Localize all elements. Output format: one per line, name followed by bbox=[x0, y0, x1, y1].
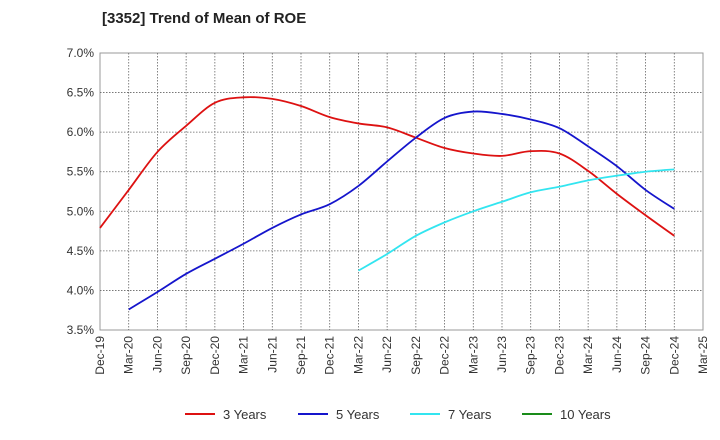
x-tick-label: Dec-22 bbox=[438, 336, 452, 375]
y-tick-label: 5.0% bbox=[67, 204, 95, 218]
series-line-3-years bbox=[99, 96, 675, 237]
x-tick-label: Jun-22 bbox=[380, 336, 394, 373]
legend-label-3-years: 3 Years bbox=[223, 407, 267, 422]
x-tick-label: Jun-24 bbox=[610, 336, 624, 373]
y-tick-label: 3.5% bbox=[67, 323, 95, 337]
legend-label-10-years: 10 Years bbox=[560, 407, 611, 422]
series-line-5-years bbox=[128, 110, 675, 311]
x-tick-label: Dec-20 bbox=[208, 336, 222, 375]
x-tick-label: Mar-22 bbox=[351, 336, 365, 374]
x-tick-label: Dec-24 bbox=[667, 336, 681, 375]
x-tick-label: Jun-20 bbox=[150, 336, 164, 373]
x-tick-label: Dec-19 bbox=[93, 336, 107, 375]
x-tick-label: Sep-20 bbox=[179, 336, 193, 375]
x-tick-label: Sep-21 bbox=[294, 336, 308, 375]
y-tick-label: 4.5% bbox=[67, 244, 95, 258]
series-line-7-years bbox=[357, 168, 675, 272]
x-tick-label: Mar-21 bbox=[237, 336, 251, 374]
x-tick-label: Dec-21 bbox=[323, 336, 337, 375]
x-tick-label: Jun-23 bbox=[495, 336, 509, 373]
x-tick-label: Mar-20 bbox=[122, 336, 136, 374]
x-tick-label: Mar-23 bbox=[466, 336, 480, 374]
y-tick-label: 6.5% bbox=[67, 86, 95, 100]
y-tick-label: 6.0% bbox=[67, 125, 95, 139]
x-tick-label: Sep-23 bbox=[524, 336, 538, 375]
x-tick-label: Jun-21 bbox=[265, 336, 279, 373]
x-tick-label: Sep-24 bbox=[639, 336, 653, 375]
x-tick-label: Mar-24 bbox=[581, 336, 595, 374]
y-tick-label: 7.0% bbox=[67, 46, 95, 60]
x-tick-label: Dec-23 bbox=[552, 336, 566, 375]
y-tick-label: 4.0% bbox=[67, 283, 95, 297]
x-tick-label: Mar-25 bbox=[696, 336, 710, 374]
legend-label-5-years: 5 Years bbox=[336, 407, 380, 422]
chart-title: [3352] Trend of Mean of ROE bbox=[102, 10, 307, 27]
x-tick-label: Sep-22 bbox=[409, 336, 423, 375]
legend-label-7-years: 7 Years bbox=[448, 407, 492, 422]
plot-area bbox=[99, 52, 704, 331]
y-tick-label: 5.5% bbox=[67, 165, 95, 179]
